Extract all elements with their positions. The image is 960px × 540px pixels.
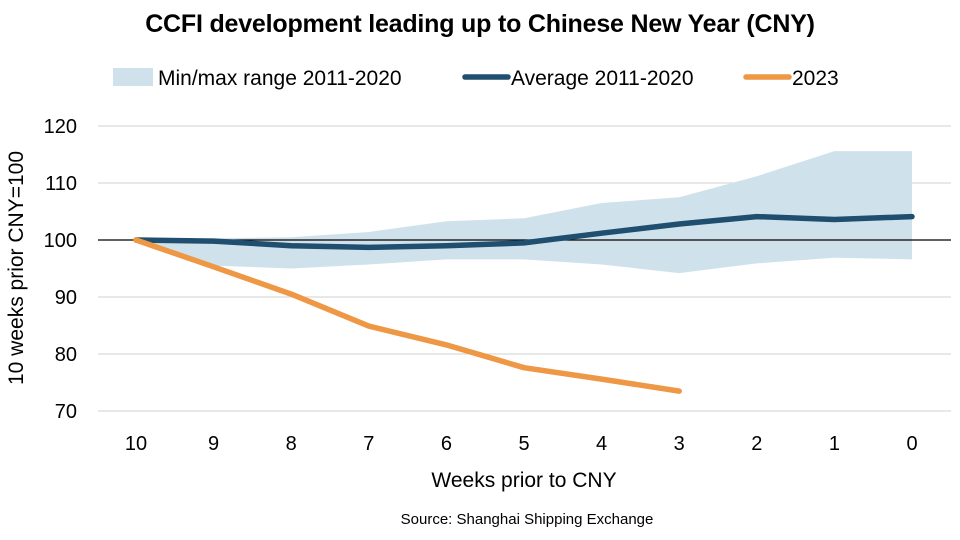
source-note: Source: Shanghai Shipping Exchange bbox=[401, 511, 654, 528]
x-tick-label-9: 9 bbox=[208, 433, 219, 455]
x-tick-label-10: 10 bbox=[125, 433, 147, 455]
x-axis-label: Weeks prior to CNY bbox=[431, 469, 616, 492]
y-tick-label-80: 80 bbox=[55, 344, 77, 366]
x-tick-label-8: 8 bbox=[286, 433, 297, 455]
x-tick-label-5: 5 bbox=[518, 433, 529, 455]
y-tick-label-110: 110 bbox=[45, 173, 77, 195]
gridlines bbox=[98, 125, 951, 412]
x-tick-label-1: 1 bbox=[829, 433, 840, 455]
legend-swatch-band bbox=[113, 68, 153, 86]
series-line-2023 bbox=[133, 237, 682, 394]
x-tick-label-4: 4 bbox=[596, 433, 607, 455]
y-tick-label-120: 120 bbox=[44, 116, 77, 138]
chart-title: CCFI development leading up to Chinese N… bbox=[145, 10, 815, 38]
min-max-range-band bbox=[136, 151, 912, 274]
y-axis-label: 10 weeks prior CNY=100 bbox=[5, 151, 28, 385]
legend-label-2023: 2023 bbox=[792, 67, 839, 90]
x-tick-labels: 10 9 8 7 6 5 4 3 2 1 0 bbox=[125, 433, 918, 455]
x-tick-label-3: 3 bbox=[674, 433, 685, 455]
y-tick-labels: 70 80 90 100 110 120 bbox=[44, 116, 77, 423]
legend-label-average: Average 2011-2020 bbox=[511, 67, 694, 90]
y-tick-label-90: 90 bbox=[55, 287, 77, 309]
x-tick-label-7: 7 bbox=[363, 433, 374, 455]
x-tick-label-2: 2 bbox=[751, 433, 762, 455]
legend-label-band: Min/max range 2011-2020 bbox=[158, 67, 402, 90]
y-tick-label-100: 100 bbox=[44, 230, 77, 252]
x-tick-label-6: 6 bbox=[441, 433, 452, 455]
series-line-average bbox=[133, 213, 915, 251]
series-layer bbox=[133, 213, 915, 394]
x-tick-label-0: 0 bbox=[906, 433, 917, 455]
legend: Min/max range 2011-2020 Average 2011-2020… bbox=[113, 67, 839, 90]
min-max-band-layer bbox=[136, 151, 912, 274]
y-tick-label-70: 70 bbox=[55, 401, 77, 423]
